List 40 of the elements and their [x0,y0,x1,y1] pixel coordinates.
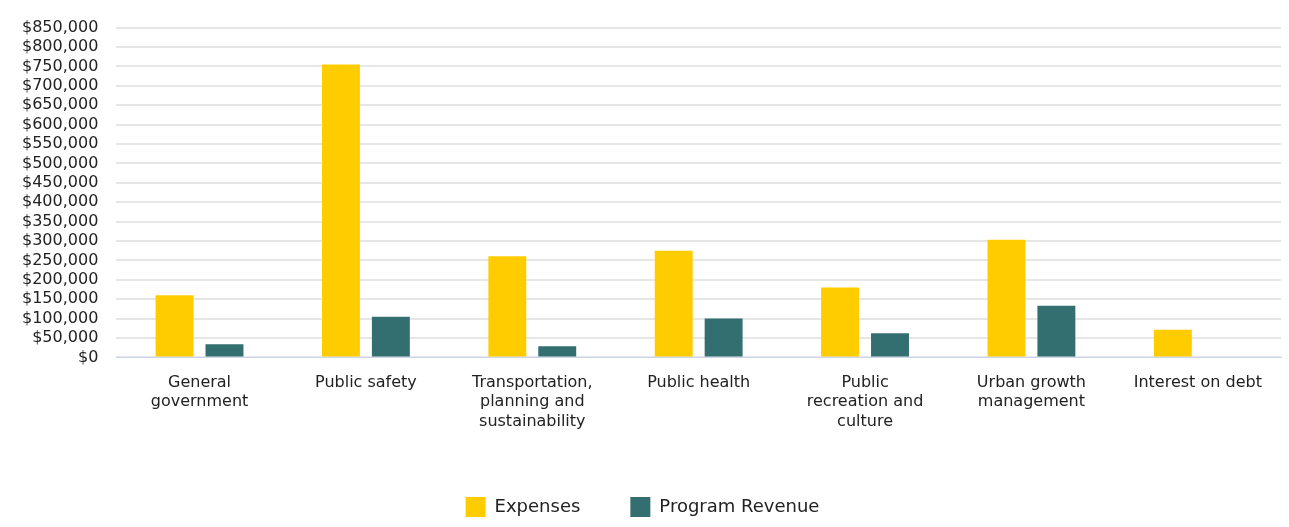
bar [205,344,244,357]
y-tick-label: $350,000 [22,210,99,230]
legend-label: Program Revenue [659,494,820,516]
y-tick-label: $800,000 [22,36,99,56]
x-tick-label: Public recreation and culture [806,372,924,430]
x-tick-label: Public safety [315,372,417,392]
y-tick-label: $650,000 [22,94,99,114]
y-tick-label: $550,000 [22,133,99,153]
y-tick-label: $700,000 [22,74,99,94]
y-tick-label: $250,000 [22,249,99,269]
y-tick-label: $200,000 [22,268,99,288]
bar [488,256,527,357]
bar [704,318,743,357]
legend-label: Expenses [494,494,581,516]
bar [1153,329,1192,357]
x-tick-label: Public health [647,372,751,392]
y-tick-label: $750,000 [22,55,99,75]
bar [987,239,1026,357]
y-tick-label: $150,000 [22,288,99,308]
bar [371,316,410,357]
y-tick-label: $50,000 [32,327,99,347]
y-tick-label: $850,000 [22,16,99,36]
y-tick-label: $450,000 [22,171,99,191]
x-tick-label: General government [150,372,249,411]
bar [821,287,860,357]
bar [654,250,693,357]
bar [321,64,360,357]
bar [155,295,194,357]
y-tick-label: $100,000 [22,307,99,327]
bar [538,346,577,357]
bar [1037,305,1076,357]
y-tick-label: $0 [77,346,99,366]
y-tick-label: $400,000 [22,191,99,211]
y-tick-label: $600,000 [22,113,99,133]
x-tick-label: Urban growth management [976,372,1087,411]
y-tick-label: $300,000 [22,230,99,250]
x-tick-label: Interest on debt [1133,372,1262,392]
y-tick-label: $500,000 [22,152,99,172]
x-tick-label: Transportation, planning and sustainability [470,372,593,430]
bar [871,333,909,357]
